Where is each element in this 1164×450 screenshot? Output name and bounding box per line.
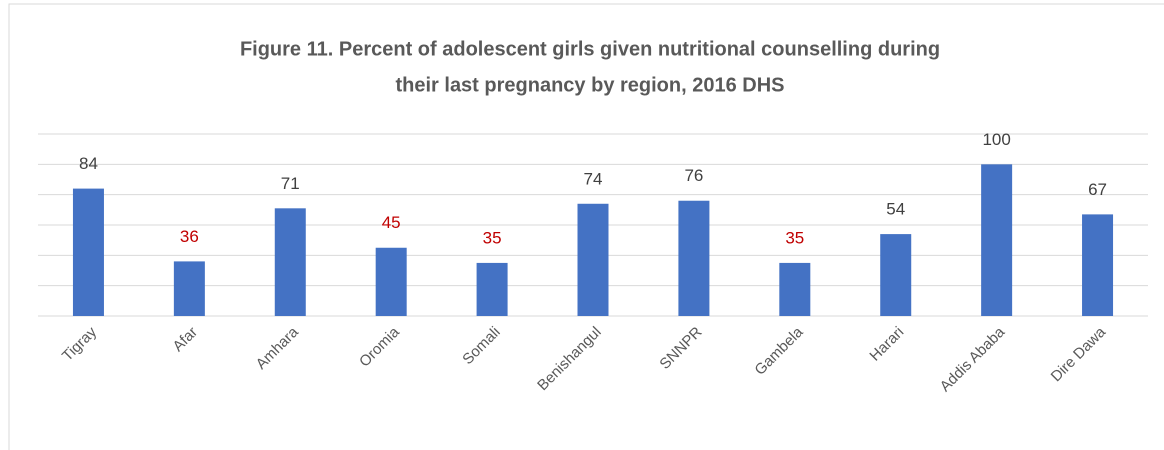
data-label: 71 xyxy=(281,174,300,193)
bar xyxy=(476,262,508,316)
data-label: 100 xyxy=(982,130,1010,149)
data-label: 36 xyxy=(180,227,199,246)
bar xyxy=(779,262,811,316)
bar xyxy=(173,261,205,316)
bar xyxy=(880,234,912,316)
bar xyxy=(1082,214,1114,316)
bar xyxy=(981,164,1013,316)
x-tick-label: Addis Ababa xyxy=(937,323,1009,395)
x-tick-label: Tigray xyxy=(59,323,100,364)
data-label: 35 xyxy=(785,228,804,247)
data-label: 35 xyxy=(483,228,502,247)
bar xyxy=(72,188,104,316)
x-tick-label: Benishangul xyxy=(534,324,604,394)
data-label: 76 xyxy=(684,166,703,185)
x-tick-label: Harari xyxy=(866,324,907,365)
chart-frame xyxy=(8,3,1164,450)
x-tick-label: Afar xyxy=(170,324,201,355)
data-label: 84 xyxy=(79,154,98,173)
chart-title: Figure 11. Percent of adolescent girls g… xyxy=(240,38,940,60)
x-tick-label: Oromia xyxy=(356,323,403,370)
data-label: 45 xyxy=(382,213,401,232)
x-tick-label: Somali xyxy=(459,324,503,368)
x-tick-label: Dire Dawa xyxy=(1048,323,1110,385)
bar xyxy=(375,247,407,316)
x-tick-label: SNNPR xyxy=(656,324,705,373)
data-label: 54 xyxy=(886,200,905,219)
x-tick-label: Amhara xyxy=(253,323,303,373)
data-label: 74 xyxy=(584,169,603,188)
bar xyxy=(274,208,306,316)
bar xyxy=(577,203,609,316)
chart-title: their last pregnancy by region, 2016 DHS xyxy=(395,74,784,96)
x-tick-label: Gambela xyxy=(751,323,807,379)
bar xyxy=(678,200,710,316)
data-label: 67 xyxy=(1088,180,1107,199)
